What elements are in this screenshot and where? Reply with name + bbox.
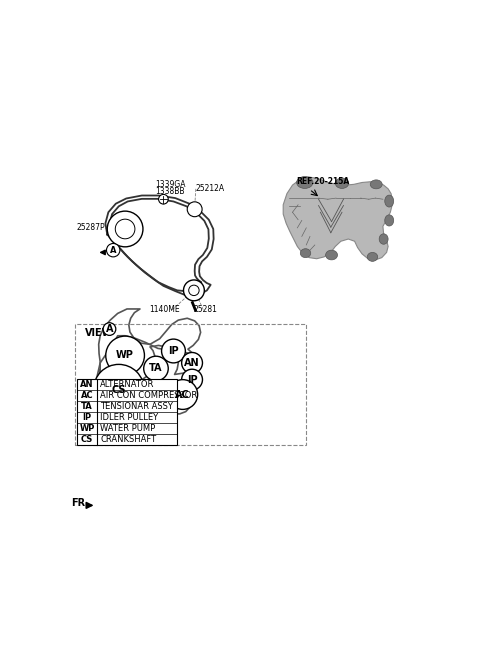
Text: IP: IP [83,413,92,422]
Ellipse shape [300,249,311,258]
Circle shape [94,364,144,415]
Text: AN: AN [80,380,94,388]
Text: TA: TA [81,402,93,411]
Text: 1140ME: 1140ME [149,305,180,314]
Circle shape [183,280,204,300]
Ellipse shape [325,250,337,260]
Text: AN: AN [184,358,200,368]
Circle shape [168,380,198,409]
Text: TA: TA [149,363,163,373]
Text: WP: WP [116,350,134,360]
Bar [77,379,177,445]
Text: VIEW: VIEW [85,327,114,338]
Ellipse shape [297,176,313,188]
Circle shape [162,339,185,363]
Text: CS: CS [111,384,126,395]
Text: IDLER PULLEY: IDLER PULLEY [100,413,158,422]
Bar [75,324,305,445]
Text: 1339GA: 1339GA [155,180,185,189]
Text: WP: WP [79,424,95,433]
Ellipse shape [367,253,378,261]
Ellipse shape [385,195,394,207]
Text: A: A [110,246,117,255]
Text: WATER PUMP: WATER PUMP [100,424,156,433]
Text: ALTERNATOR: ALTERNATOR [100,380,155,388]
Ellipse shape [335,178,348,188]
Circle shape [187,202,202,216]
Text: REF.20-215A: REF.20-215A [296,177,349,186]
Text: 25212A: 25212A [196,184,225,194]
Text: 25287P: 25287P [77,223,106,232]
Ellipse shape [385,215,394,226]
Circle shape [158,194,168,204]
Text: A: A [106,324,113,334]
Text: AIR CON COMPRESSOR: AIR CON COMPRESSOR [100,391,197,400]
Text: IP: IP [168,346,179,356]
Text: CRANKSHAFT: CRANKSHAFT [100,436,156,444]
Text: AC: AC [81,391,93,400]
FancyArrowPatch shape [86,502,92,508]
Circle shape [107,243,120,257]
Text: 1338BB: 1338BB [155,186,184,195]
Ellipse shape [370,180,382,189]
Circle shape [181,369,203,390]
Polygon shape [283,177,392,260]
Text: CS: CS [81,436,93,444]
Circle shape [107,211,143,247]
Ellipse shape [379,234,388,244]
Circle shape [106,336,144,375]
Text: IP: IP [187,375,197,384]
Text: AC: AC [175,390,190,400]
Circle shape [181,352,203,373]
Text: FR.: FR. [71,498,89,508]
Circle shape [144,356,168,380]
Text: 25281: 25281 [194,305,218,314]
Circle shape [103,323,116,335]
Text: TENSIONAR ASSY: TENSIONAR ASSY [100,402,173,411]
